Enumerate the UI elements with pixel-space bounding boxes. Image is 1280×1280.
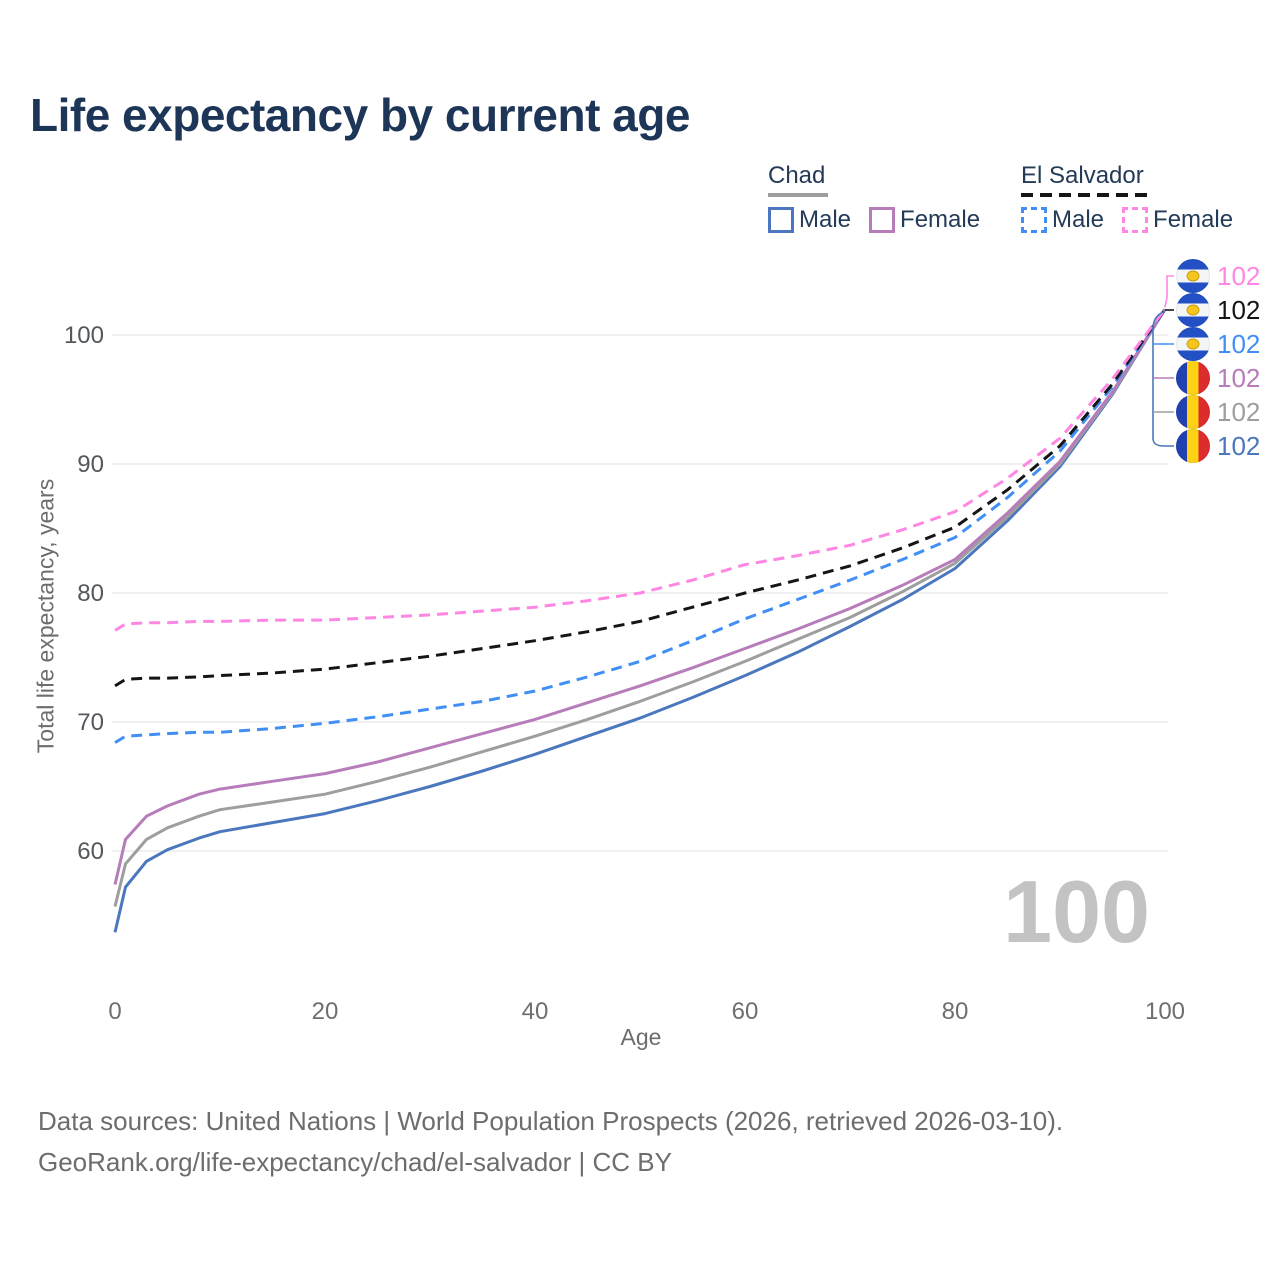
x-axis-title: Age [620,1024,662,1050]
x-tick-60: 60 [732,998,759,1025]
chad-male-swatch[interactable] [768,207,794,233]
el-salvador-coat-of-arms [1186,270,1200,282]
leader-el-salvador-female [1164,275,1174,308]
el-salvador-flag-icon [1176,259,1210,293]
end-label-el-salvador-female: 102 [1176,259,1260,293]
el-salvador-flag-icon [1176,293,1210,327]
x-tick-20: 20 [312,998,339,1025]
data-sources-text: Data sources: United Nations | World Pop… [38,1106,1064,1136]
y-tick-70: 70 [77,709,104,736]
el-salvador-male-label[interactable]: Male [1052,206,1105,233]
chad-flag-icon [1176,429,1210,463]
attribution-text: GeoRank.org/life-expectancy/chad/el-salv… [38,1147,672,1177]
chad-female-swatch[interactable] [869,207,896,233]
el-salvador-female-swatch[interactable] [1122,207,1149,233]
y-tick-90: 90 [77,451,104,478]
series-line-el-salvador-female [114,308,1167,632]
series-line-chad-male [113,308,1167,933]
x-tick-100: 100 [1145,998,1185,1025]
end-value-el-salvador-male: 102 [1217,328,1261,359]
end-value-chad-female: 102 [1217,362,1261,393]
end-label-el-salvador-all: 102 [1176,293,1260,327]
series-line-chad-female [113,308,1167,885]
end-value-el-salvador-female: 102 [1217,260,1261,291]
end-label-chad-male: 102 [1176,429,1260,463]
el-salvador-flag-icon [1176,327,1210,361]
el-salvador-female-label[interactable]: Female [1153,206,1234,233]
legend-country-el-salvador[interactable]: El Salvador [1021,162,1251,197]
chad-male-label[interactable]: Male [799,206,852,233]
end-label-chad-all: 102 [1176,395,1260,429]
series-line-el-salvador-all [114,308,1167,688]
el-salvador-coat-of-arms [1186,338,1200,350]
el-salvador-male-swatch[interactable] [1021,207,1047,233]
legend-country-el-salvador-label: El Salvador [1021,162,1144,189]
legend-group-chad: Chad Male Female [768,162,998,234]
series-line-el-salvador-male [114,308,1167,744]
end-value-chad-all: 102 [1217,396,1261,427]
el-salvador-dashed-line-key [1021,193,1148,197]
end-value-chad-male: 102 [1217,430,1261,461]
series-line-chad-all [113,308,1167,907]
chad-solid-line-key [768,193,828,197]
y-tick-100: 100 [64,322,104,349]
chad-female-label[interactable]: Female [900,206,981,233]
chad-flag-icon [1176,395,1210,429]
legend-country-chad[interactable]: Chad [768,162,998,197]
el-salvador-coat-of-arms [1186,304,1200,316]
y-tick-80: 80 [77,580,104,607]
y-axis-title: Total life expectancy, years [32,478,59,754]
age-indicator: 100 [1003,862,1150,961]
x-tick-40: 40 [522,998,549,1025]
y-tick-60: 60 [77,838,104,865]
chad-flag-icon [1176,361,1210,395]
end-label-chad-female: 102 [1176,361,1260,395]
x-tick-0: 0 [108,998,121,1025]
leader-bracket-chad [1152,310,1174,447]
end-value-el-salvador-all: 102 [1217,294,1261,325]
legend-group-el-salvador: El Salvador Male Female [1021,162,1251,234]
legend-country-chad-label: Chad [768,162,826,189]
end-label-el-salvador-male: 102 [1176,327,1260,361]
page-title: Life expectancy by current age [30,89,690,141]
x-tick-80: 80 [942,998,969,1025]
